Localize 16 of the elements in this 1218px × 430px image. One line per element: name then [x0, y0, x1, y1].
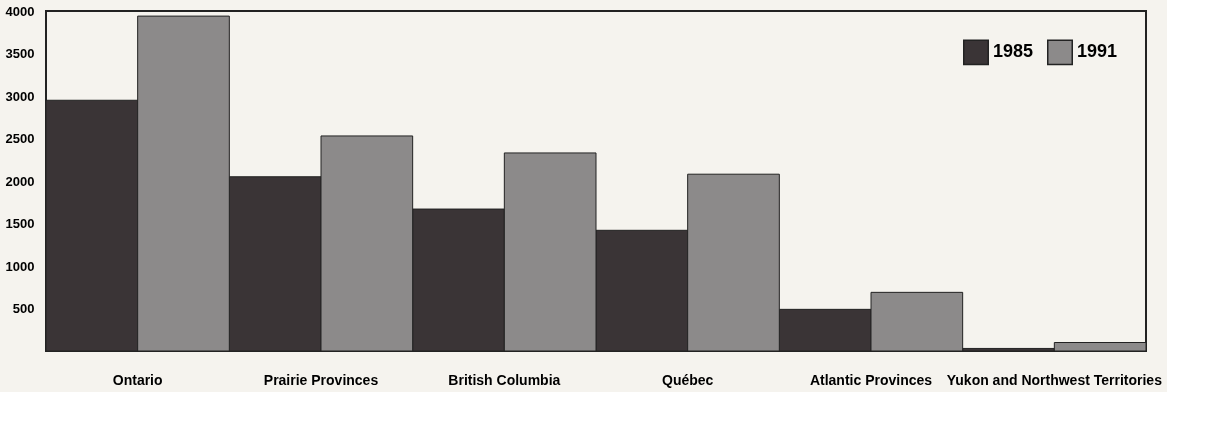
y-tick-label: 2500 [5, 131, 35, 146]
y-tick-label: 4000 [5, 3, 35, 19]
y-tick-label: 3500 [5, 46, 35, 61]
y-tick-label: 2000 [5, 173, 35, 189]
y-tick-label: 500 [12, 301, 35, 316]
x-tick-label: Yukon and Northwest Territories [946, 371, 1163, 388]
legend-label: 1985 [993, 41, 1034, 62]
y-tick-label: 3000 [5, 88, 35, 104]
x-tick-label: Ontario [112, 371, 163, 388]
x-tick-label: Prairie Provinces [263, 371, 379, 388]
y-tick-label: 1500 [5, 216, 35, 231]
x-tick-label: Atlantic Provinces [809, 371, 933, 388]
y-tick-label: 1000 [5, 258, 35, 274]
x-tick-label: Québec [661, 371, 714, 388]
x-tick-label: British Columbia [448, 371, 561, 388]
legend-label: 1991 [1077, 41, 1118, 62]
